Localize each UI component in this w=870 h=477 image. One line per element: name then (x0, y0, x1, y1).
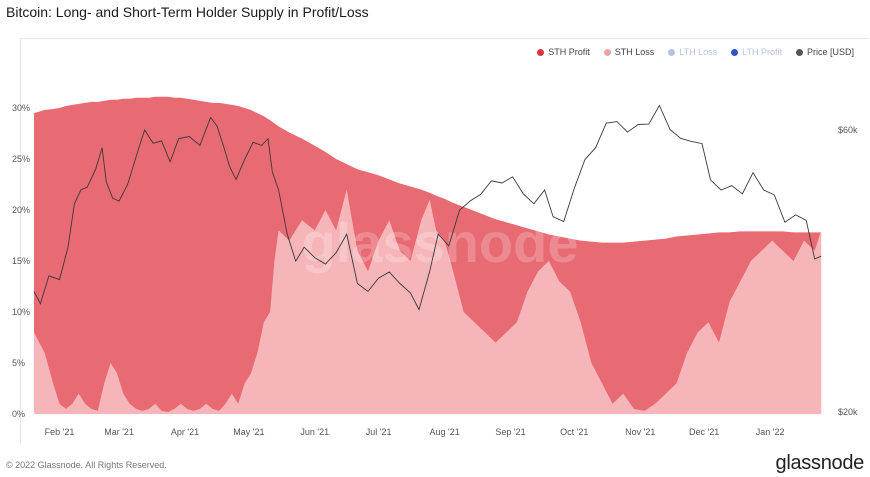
legend-label: STH Profit (548, 47, 590, 57)
x-tick-label: Jan '22 (756, 427, 785, 437)
y-right-tick-label: $20k (838, 407, 858, 417)
legend-label: STH Loss (614, 47, 655, 57)
x-tick-label: Jun '21 (300, 427, 329, 437)
x-tick-label: May '21 (233, 427, 264, 437)
y-left-tick-label: 30% (12, 103, 30, 113)
legend-item[interactable]: Price [USD] (795, 47, 854, 57)
legend-dot-icon (731, 48, 739, 56)
legend-item[interactable]: STH Loss (603, 47, 655, 57)
legend-item[interactable]: LTH Loss (668, 47, 717, 57)
legend-dot-icon (795, 48, 803, 56)
y-left-tick-label: 5% (12, 358, 25, 368)
legend-label: LTH Loss (679, 47, 718, 57)
copyright-text: © 2022 Glassnode. All Rights Reserved. (6, 460, 167, 470)
y-left-tick-label: 20% (12, 205, 30, 215)
x-tick-label: Oct '21 (560, 427, 588, 437)
legend-item[interactable]: LTH Profit (731, 47, 782, 57)
y-right-tick-label: $60k (838, 125, 858, 135)
x-tick-label: Feb '21 (45, 427, 75, 437)
legend-dot-icon (668, 48, 676, 56)
brand-logo: glassnode (775, 452, 865, 474)
sth-loss-area (34, 189, 822, 414)
x-tick-label: Dec '21 (689, 427, 719, 437)
x-tick-label: Nov '21 (625, 427, 655, 437)
watermark-text: glassnode (302, 211, 579, 274)
y-left-tick-label: 25% (12, 154, 30, 164)
chart-frame (20, 38, 869, 443)
x-tick-label: Apr '21 (171, 427, 199, 437)
legend-dot-icon (537, 48, 545, 56)
legend-label: LTH Profit (742, 47, 782, 57)
x-tick-label: Jul '21 (366, 427, 392, 437)
price-line (33, 104, 822, 311)
y-left-tick-label: 0% (12, 409, 25, 419)
chart-legend: STH Profit STH Loss LTH Loss LTH Profit Pric… (537, 47, 854, 57)
legend-label: Price [USD] (806, 47, 854, 57)
y-left-tick-label: 15% (12, 256, 30, 266)
legend-item[interactable]: STH Profit (537, 47, 590, 57)
x-tick-label: Aug '21 (429, 427, 459, 437)
legend-dot-icon (603, 48, 611, 56)
chart-title: Bitcoin: Long- and Short-Term Holder Sup… (6, 4, 369, 20)
y-left-tick-label: 10% (12, 307, 30, 317)
x-tick-label: Mar '21 (104, 427, 134, 437)
x-tick-label: Sep '21 (495, 427, 525, 437)
